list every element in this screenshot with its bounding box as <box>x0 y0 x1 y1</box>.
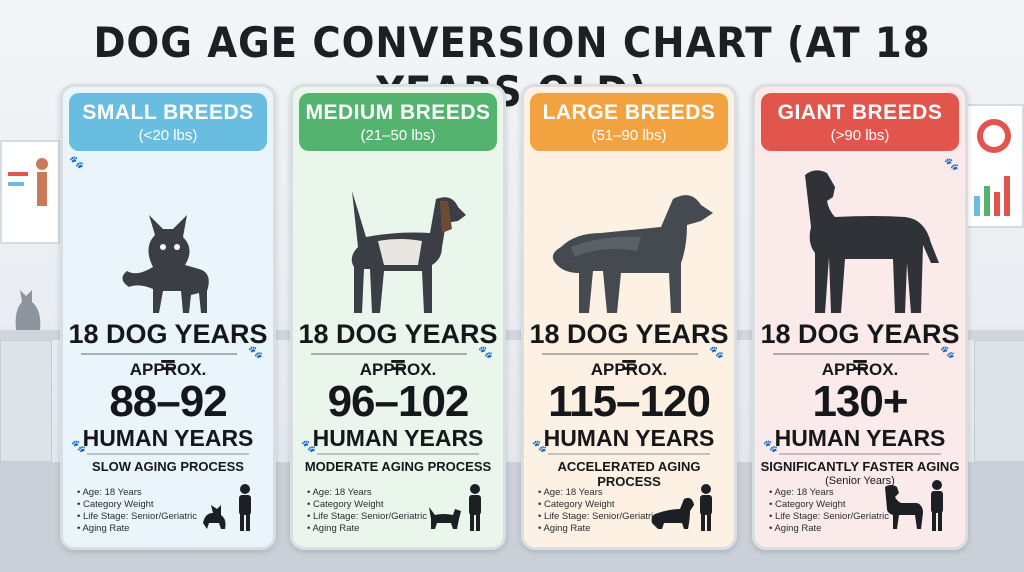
weight-range: (>90 lbs) <box>830 126 890 144</box>
card-header: SMALL BREEDS (<20 lbs) <box>69 93 267 151</box>
card-header: LARGE BREEDS (51–90 lbs) <box>530 93 728 151</box>
card-header: GIANT BREEDS (>90 lbs) <box>761 93 959 151</box>
list-item: Age: 18 Years <box>769 487 889 499</box>
approx-label: APPROX. <box>821 360 899 379</box>
retriever-icon <box>524 167 734 317</box>
list-item: Life Stage: Senior/Geriatric <box>769 511 889 523</box>
paw-icon: 🐾 <box>69 155 84 169</box>
dog-years-label: 18 DOG YEARS = <box>298 319 498 380</box>
human-years-label: HUMAN YEARS <box>82 425 254 451</box>
weight-range: (<20 lbs) <box>138 126 198 144</box>
dog-years-label: 18 DOG YEARS = <box>760 319 960 380</box>
approx-label: APPROX. <box>129 360 207 379</box>
cat-silhouette-icon <box>15 290 41 330</box>
list-item: Aging Rate <box>307 523 427 535</box>
list-item: Aging Rate <box>77 523 197 535</box>
aging-process-note: (Senior Years) <box>825 475 895 487</box>
paw-icon: 🐾 <box>709 345 724 359</box>
chihuahua-icon <box>63 167 273 317</box>
human-years-value: 115–120 <box>548 377 711 426</box>
divider <box>317 453 479 455</box>
human-years-label: HUMAN YEARS <box>543 425 715 451</box>
aging-process: SLOW AGING PROCESS <box>92 459 244 474</box>
divider <box>542 353 698 355</box>
info-list: Age: 18 Years Category Weight Life Stage… <box>769 487 889 535</box>
list-item: Life Stage: Senior/Geriatric <box>77 511 197 523</box>
paw-icon: 🐾 <box>248 345 263 359</box>
beagle-icon <box>293 167 503 317</box>
background-cabinet <box>0 340 52 462</box>
paw-icon: 🐾 <box>944 157 959 171</box>
list-item: Life Stage: Senior/Geriatric <box>307 511 427 523</box>
weight-range: (21–50 lbs) <box>360 126 436 144</box>
background-cabinet <box>974 340 1024 462</box>
aging-process: SIGNIFICANTLY FASTER AGING <box>760 459 960 474</box>
card-large-breeds: LARGE BREEDS (51–90 lbs) 18 DOG YEARS = … <box>521 84 737 550</box>
list-item: Category Weight <box>77 499 197 511</box>
list-item: Category Weight <box>769 499 889 511</box>
human-years-label: HUMAN YEARS <box>774 425 946 451</box>
list-item: Category Weight <box>538 499 658 511</box>
anatomy-poster-icon <box>0 140 60 244</box>
divider <box>548 453 710 455</box>
paw-icon: 🐾 <box>301 439 316 453</box>
info-list: Age: 18 Years Category Weight Life Stage… <box>538 487 658 535</box>
breed-category: LARGE BREEDS <box>542 100 716 124</box>
dog-human-comparison-icon <box>885 480 943 531</box>
approx-label: APPROX. <box>590 360 668 379</box>
list-item: Age: 18 Years <box>538 487 658 499</box>
paw-icon: 🐾 <box>763 439 778 453</box>
dog-human-comparison-icon <box>651 484 712 531</box>
paw-icon: 🐾 <box>940 345 955 359</box>
paw-icon: 🐾 <box>478 345 493 359</box>
breed-category: GIANT BREEDS <box>777 100 943 124</box>
aging-process: ACCELERATED AGING PROCESS <box>557 459 701 489</box>
list-item: Life Stage: Senior/Geriatric <box>538 511 658 523</box>
weight-range: (51–90 lbs) <box>591 126 667 144</box>
card-small-breeds: SMALL BREEDS (<20 lbs) 🐾 18 DOG YEARS = … <box>60 84 276 550</box>
human-years-label: HUMAN YEARS <box>312 425 484 451</box>
info-list: Age: 18 Years Category Weight Life Stage… <box>307 487 427 535</box>
list-item: Age: 18 Years <box>307 487 427 499</box>
list-item: Age: 18 Years <box>77 487 197 499</box>
list-item: Aging Rate <box>769 523 889 535</box>
dog-human-comparison-icon <box>203 484 251 531</box>
dog-years-label: 18 DOG YEARS = <box>529 319 729 380</box>
approx-label: APPROX. <box>359 360 437 379</box>
page-title: DOG AGE CONVERSION CHART (AT 18 YEARS OL… <box>93 18 931 116</box>
chart-poster-icon <box>964 104 1024 228</box>
background-counter <box>0 330 1024 340</box>
dog-human-comparison-icon <box>429 484 481 531</box>
human-years-value: 130+ <box>812 377 908 426</box>
great-dane-icon <box>755 167 965 317</box>
breed-category: MEDIUM BREEDS <box>305 100 491 124</box>
info-list: Age: 18 Years Category Weight Life Stage… <box>77 487 197 535</box>
paw-icon: 🐾 <box>532 439 547 453</box>
breed-category: SMALL BREEDS <box>82 100 254 124</box>
divider <box>87 453 249 455</box>
divider <box>81 353 237 355</box>
divider <box>773 353 929 355</box>
paw-icon: 🐾 <box>71 439 86 453</box>
list-item: Aging Rate <box>538 523 658 535</box>
human-years-value: 96–102 <box>327 377 470 426</box>
divider <box>311 353 467 355</box>
card-giant-breeds: GIANT BREEDS (>90 lbs) 🐾 18 DOG YEARS = … <box>752 84 968 550</box>
dog-years-label: 18 DOG YEARS = <box>68 319 268 380</box>
card-medium-breeds: MEDIUM BREEDS (21–50 lbs) 18 DOG YEARS =… <box>290 84 506 550</box>
card-header: MEDIUM BREEDS (21–50 lbs) <box>299 93 497 151</box>
list-item: Category Weight <box>307 499 427 511</box>
divider <box>779 453 941 455</box>
human-years-value: 88–92 <box>109 377 227 426</box>
aging-process: MODERATE AGING PROCESS <box>304 459 492 474</box>
